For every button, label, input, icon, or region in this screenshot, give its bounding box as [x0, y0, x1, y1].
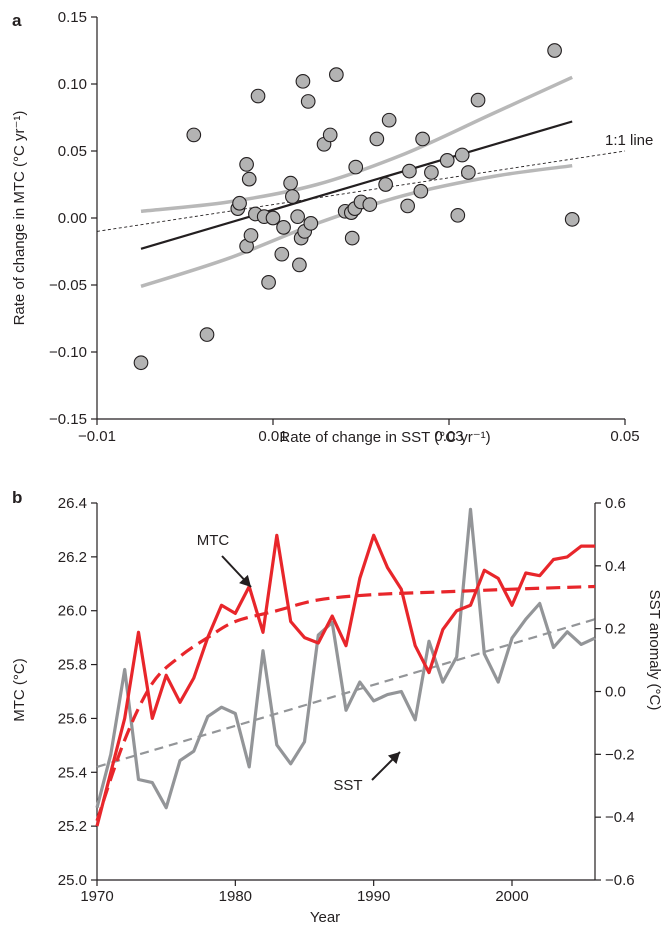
scatter-point — [424, 165, 439, 180]
scatter-point — [303, 216, 319, 231]
panel-b-left-y-tick-label: 26.4 — [58, 495, 87, 512]
panel-label-a: a — [12, 11, 22, 30]
panel-b-left-y-tick-label: 25.2 — [58, 818, 87, 835]
panel-b-left-y-tick-label: 25.6 — [58, 710, 87, 727]
scatter-point — [199, 327, 215, 342]
scatter-point — [381, 112, 397, 128]
sst-trend-dashed-line — [96, 618, 596, 768]
scatter-point — [415, 131, 430, 147]
scatter-point — [283, 175, 298, 191]
scatter-point — [232, 195, 247, 211]
panel-a-y-tick-label: 0.00 — [58, 210, 87, 227]
panel-b-x-axis-label: Year — [310, 909, 340, 926]
panel-b-right-y-tick-label: 0.0 — [605, 684, 626, 701]
sst-annotation-label: SST — [333, 777, 362, 794]
scatter-point — [239, 157, 254, 172]
mtc-trend-dashed-line — [95, 584, 596, 822]
scatter-point — [241, 171, 257, 187]
panel-b-right-y-axis-label: SST anomaly (°C) — [646, 590, 663, 711]
scatter-point — [547, 43, 562, 58]
panel-a-x-tick-label: −0.01 — [78, 428, 116, 445]
regression-line — [140, 120, 573, 250]
panel-a-y-tick-label: 0.15 — [58, 9, 87, 26]
panel-b-right-y-tick-label: −0.2 — [605, 746, 635, 763]
scatter-point — [295, 73, 311, 89]
panel-b-right-y-tick-label: 0.4 — [605, 558, 626, 575]
one-to-one-line — [96, 150, 626, 232]
panel-b-x-tick-label: 1980 — [219, 888, 252, 905]
scatter-point — [378, 177, 393, 192]
scatter-point — [250, 88, 266, 104]
panel-a-y-tick-label: −0.15 — [49, 411, 87, 428]
scatter-point — [261, 274, 276, 290]
scatter-point — [439, 153, 455, 168]
scatter-point — [450, 207, 466, 223]
scatter-point — [348, 159, 364, 175]
scatter-point — [276, 220, 291, 235]
mtc-annotation-label: MTC — [197, 532, 230, 549]
scatter-point — [454, 147, 470, 163]
scatter-point — [300, 94, 316, 109]
ci-lower-band-line — [140, 163, 573, 288]
panel-b-left-y-tick-label: 25.4 — [58, 764, 87, 781]
scatter-point — [243, 228, 259, 243]
scatter-point — [285, 189, 300, 204]
scatter-point — [292, 257, 307, 273]
scatter-point — [322, 127, 338, 143]
panel-b-left-y-axis-label: MTC (°C) — [11, 658, 28, 721]
sst-annotation-arrow-head — [387, 752, 400, 765]
panel-a-y-tick-label: 0.10 — [58, 76, 87, 93]
scatter-point — [344, 230, 360, 246]
panel-a-x-tick-label: 0.03 — [434, 428, 463, 445]
panel-b-right-y-tick-label: −0.4 — [605, 809, 635, 826]
mtc-series-line — [95, 533, 595, 827]
panel-label-b: b — [12, 488, 22, 507]
panel-a-x-axis-label: Rate of change in SST (°C yr⁻¹) — [279, 429, 490, 446]
panel-b-right-y-tick-label: 0.6 — [605, 495, 626, 512]
panel-b-left-y-tick-label: 25.8 — [58, 657, 87, 674]
mtc-annotation-arrow-head — [239, 574, 251, 587]
scatter-point — [461, 165, 476, 180]
scatter-point — [413, 183, 429, 199]
scatter-point — [274, 246, 290, 262]
scatter-point — [564, 211, 580, 227]
panel-a-x-tick-label: 0.05 — [610, 428, 639, 445]
panel-b-x-tick-label: 2000 — [495, 888, 528, 905]
scatter-point — [265, 210, 281, 226]
scatter-point — [329, 67, 344, 82]
sst-series-line — [95, 507, 596, 810]
scatter-point — [470, 92, 486, 108]
scatter-point — [402, 163, 417, 179]
panel-a-y-tick-label: −0.05 — [49, 277, 87, 294]
panel-b-right-y-tick-label: 0.2 — [605, 621, 626, 638]
panel-a-y-axis-label: Rate of change in MTC (°C yr⁻¹) — [11, 111, 28, 326]
panel-b-left-y-tick-label: 26.0 — [58, 603, 87, 620]
panel-b-left-y-tick-label: 25.0 — [58, 872, 87, 889]
panel-b-x-tick-label: 1990 — [357, 888, 390, 905]
panel-a-x-tick-label: 0.01 — [258, 428, 287, 445]
panel-b-left-y-tick-label: 26.2 — [58, 549, 87, 566]
scatter-point — [369, 131, 385, 147]
ci-upper-band-line — [140, 75, 573, 214]
scatter-point — [400, 198, 415, 214]
panel-b-right-y-tick-label: −0.6 — [605, 872, 635, 889]
panel-b-x-tick-label: 1970 — [80, 888, 113, 905]
one-to-one-line-label: 1:1 line — [605, 132, 653, 149]
scatter-point — [362, 197, 378, 212]
panel-a-y-tick-label: −0.10 — [49, 344, 87, 361]
scatter-point — [290, 209, 305, 225]
scatter-point — [133, 355, 149, 371]
scatter-point — [186, 127, 202, 143]
panel-a-y-tick-label: 0.05 — [58, 143, 87, 160]
